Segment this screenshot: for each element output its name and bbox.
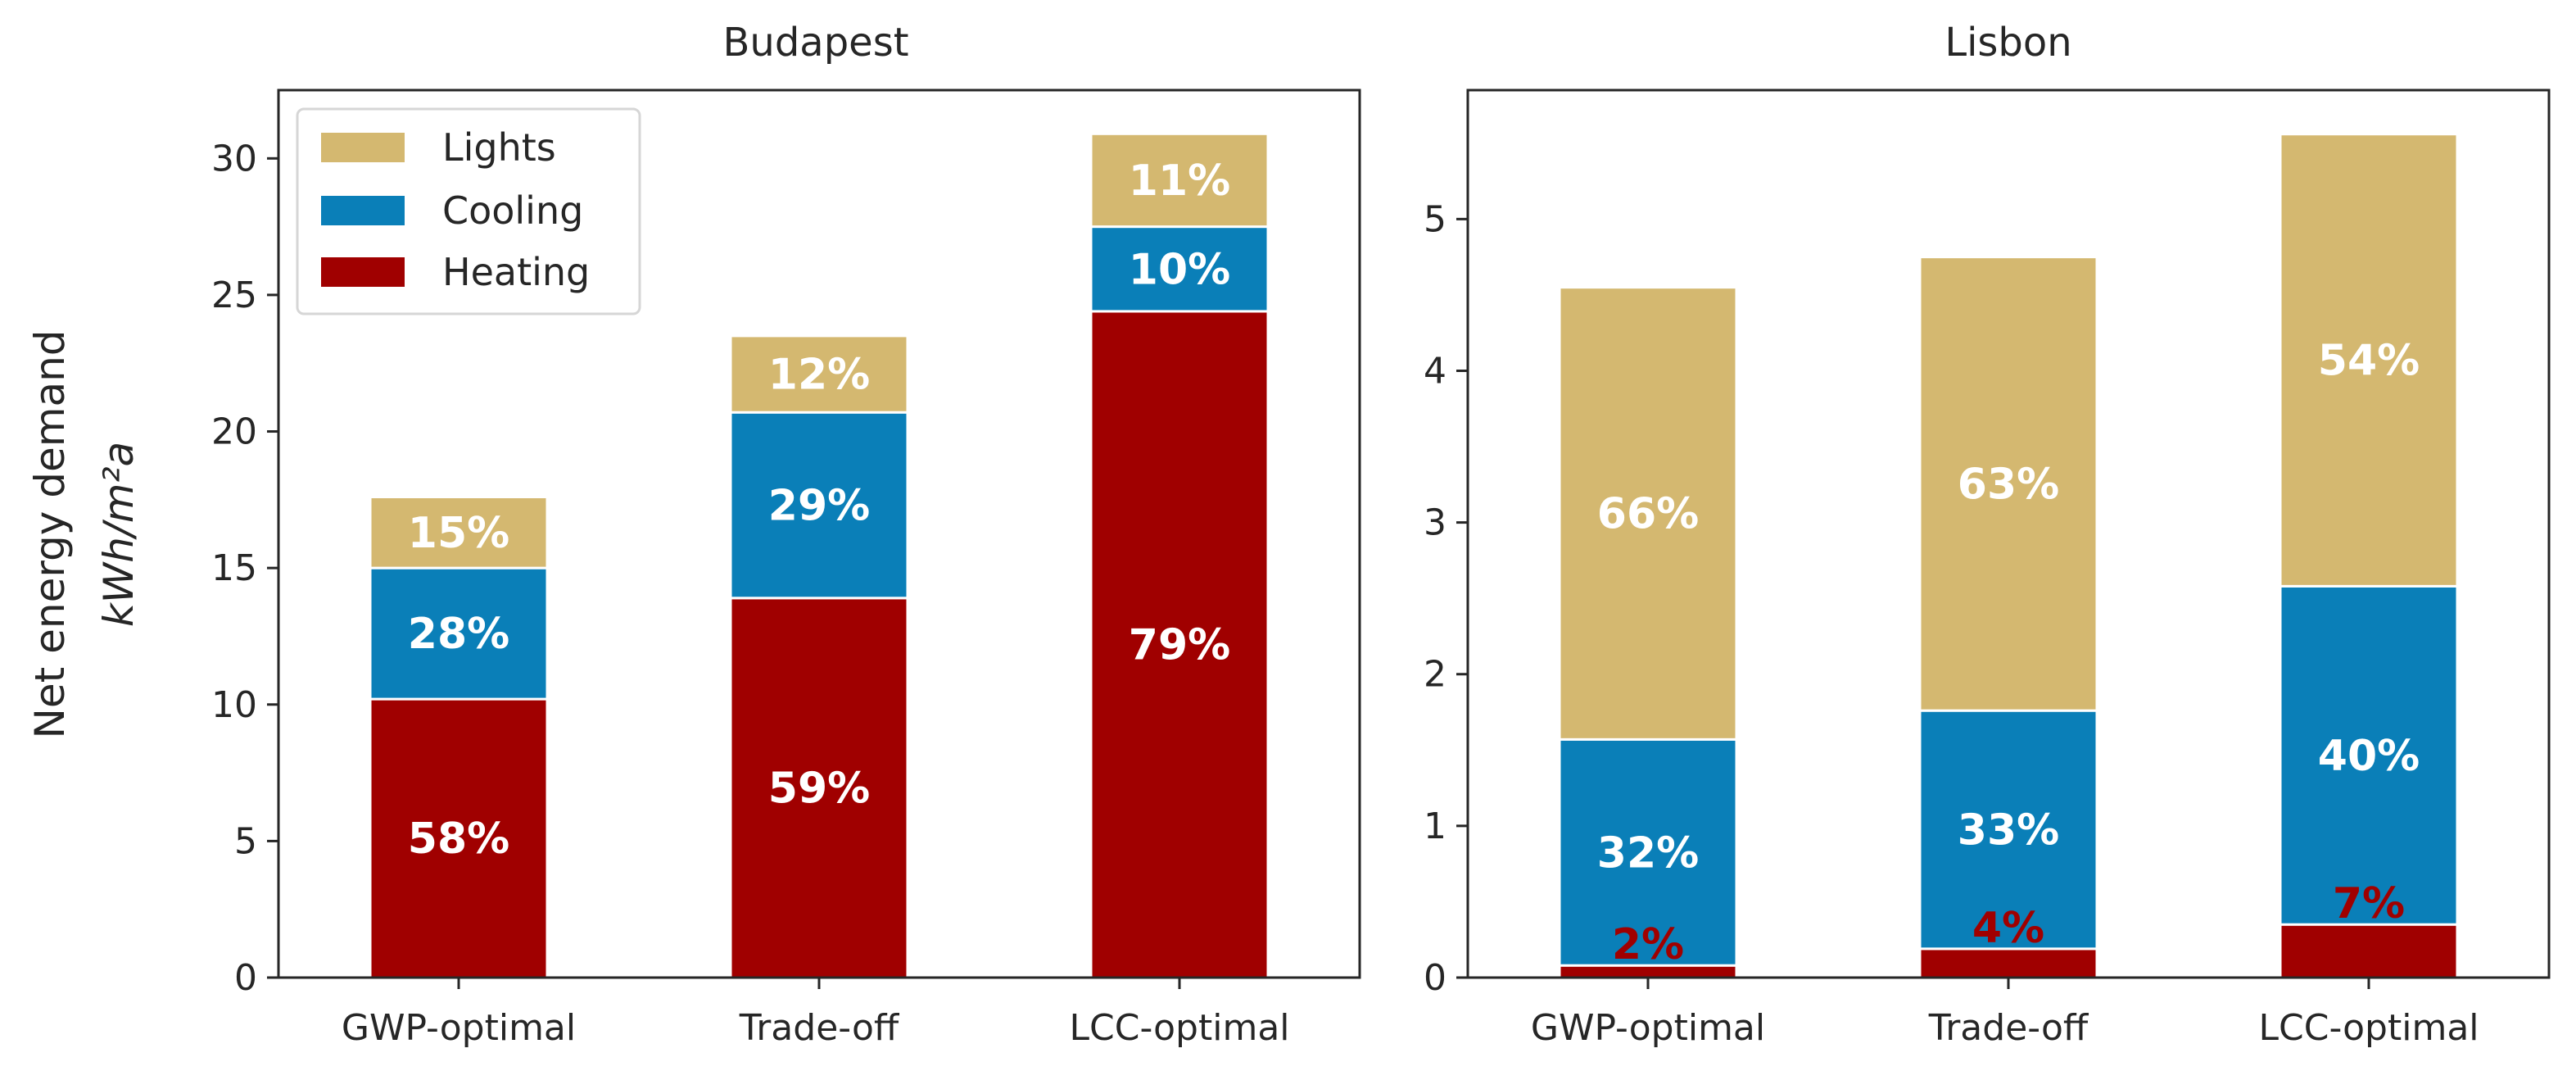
y-tick-label: 2: [1424, 654, 1446, 696]
legend-swatch-lights: [321, 133, 405, 162]
y-tick-label: 30: [211, 138, 257, 179]
legend-label-lights: Lights: [442, 125, 556, 170]
bar-value-label: 11%: [1129, 157, 1230, 206]
legend: Lights Cooling Heating: [296, 107, 641, 315]
bar-lights: [1918, 256, 2098, 712]
bar-value-label: 2%: [1612, 920, 1684, 969]
plot-frame: [277, 88, 1361, 979]
panel-title: Budapest: [722, 20, 908, 66]
x-tick-label: GWP-optimal: [1531, 1007, 1765, 1049]
y-tick-label: 10: [211, 684, 257, 726]
bar-value-label: 33%: [1958, 806, 2059, 855]
bar-lights: [2279, 133, 2459, 588]
bar-cooling: [1558, 737, 1738, 967]
y-tick-label: 4: [1424, 350, 1446, 392]
x-tick-label: LCC-optimal: [1069, 1007, 1289, 1049]
y-tick-label: 5: [1424, 198, 1446, 240]
bar-value-label: 58%: [408, 815, 509, 864]
x-tick-label: Trade-off: [739, 1007, 900, 1049]
legend-label-heating: Heating: [442, 250, 590, 294]
bar-lights: [729, 334, 909, 414]
bar-heating: [1918, 947, 2098, 979]
legend-swatch-cooling: [321, 196, 405, 225]
panel-title: Lisbon: [1944, 20, 2071, 66]
y-tick-label: 3: [1424, 502, 1446, 544]
bars: [1558, 133, 2459, 979]
bar-value-label: 4%: [1972, 904, 2044, 953]
bar-cooling: [2279, 584, 2459, 926]
bar-cooling: [729, 411, 909, 600]
y-tick-label: 20: [211, 411, 257, 453]
y-tick-label: 25: [211, 275, 257, 316]
x-tick-label: LCC-optimal: [2258, 1007, 2479, 1049]
bar-value-label: 28%: [408, 610, 509, 659]
y-axis-unit: kWh/m²a: [95, 442, 143, 627]
bar-value-label: 59%: [768, 764, 870, 813]
bar-value-label: 40%: [2318, 732, 2420, 781]
y-ticks: 0 1 2 3 4 5: [1424, 198, 1468, 999]
y-axis-label: Net energy demand: [26, 329, 74, 738]
y-axis-title: Net energy demand: [26, 329, 74, 738]
y-tick-label: 15: [211, 547, 257, 589]
panel-lisbon: Lisbon 2% 32% 66% 4% 33% 63% 7% 40% 54% 0 1 2 3 4 5 G…: [1424, 20, 2551, 1049]
bar-value-label: 63%: [1958, 460, 2059, 509]
x-ticks: GWP-optimal Trade-off LCC-optimal: [1531, 978, 2479, 1049]
bars: [369, 132, 1270, 979]
plot-frame: [1466, 88, 2551, 979]
y-axis-unit-label: kWh/m²a: [95, 442, 143, 627]
bar-lights: [369, 496, 549, 570]
bar-value-label: 10%: [1129, 245, 1230, 294]
bar-value-label: 54%: [2318, 337, 2420, 386]
bar-value-label: 66%: [1597, 490, 1699, 539]
legend-label-cooling: Cooling: [442, 188, 583, 233]
x-tick-label: Trade-off: [1928, 1007, 2089, 1049]
bar-value-label: 7%: [2333, 879, 2405, 928]
x-ticks: GWP-optimal Trade-off LCC-optimal: [342, 978, 1290, 1049]
bar-value-label: 15%: [408, 509, 509, 558]
bar-lights: [1558, 286, 1738, 741]
y-tick-label: 0: [1424, 957, 1446, 999]
bar-cooling: [369, 566, 549, 701]
bar-heating: [369, 697, 549, 979]
bar-value-label: 79%: [1129, 620, 1230, 669]
bar-lights: [1089, 132, 1270, 229]
bar-labels: 58% 28% 15% 59% 29% 12% 79% 10% 11%: [408, 157, 1230, 864]
legend-swatch-heating: [321, 257, 405, 287]
bar-heating: [729, 597, 909, 979]
bar-cooling: [1089, 225, 1270, 313]
bar-value-label: 12%: [768, 351, 870, 400]
y-tick-label: 5: [234, 820, 257, 862]
panel-budapest: Budapest Net energy demand kWh/m²a 58% 28…: [26, 20, 1361, 1049]
y-tick-label: 0: [234, 957, 257, 999]
y-tick-label: 1: [1424, 806, 1446, 847]
bar-cooling: [1918, 709, 2098, 951]
x-tick-label: GWP-optimal: [342, 1007, 576, 1049]
y-ticks: 0 5 10 15 20 25 30: [211, 138, 278, 999]
bar-value-label: 32%: [1597, 828, 1699, 878]
bar-heating: [2279, 923, 2459, 979]
bar-value-label: 29%: [768, 482, 870, 531]
bar-labels: 2% 32% 66% 4% 33% 63% 7% 40% 54%: [1597, 337, 2420, 970]
